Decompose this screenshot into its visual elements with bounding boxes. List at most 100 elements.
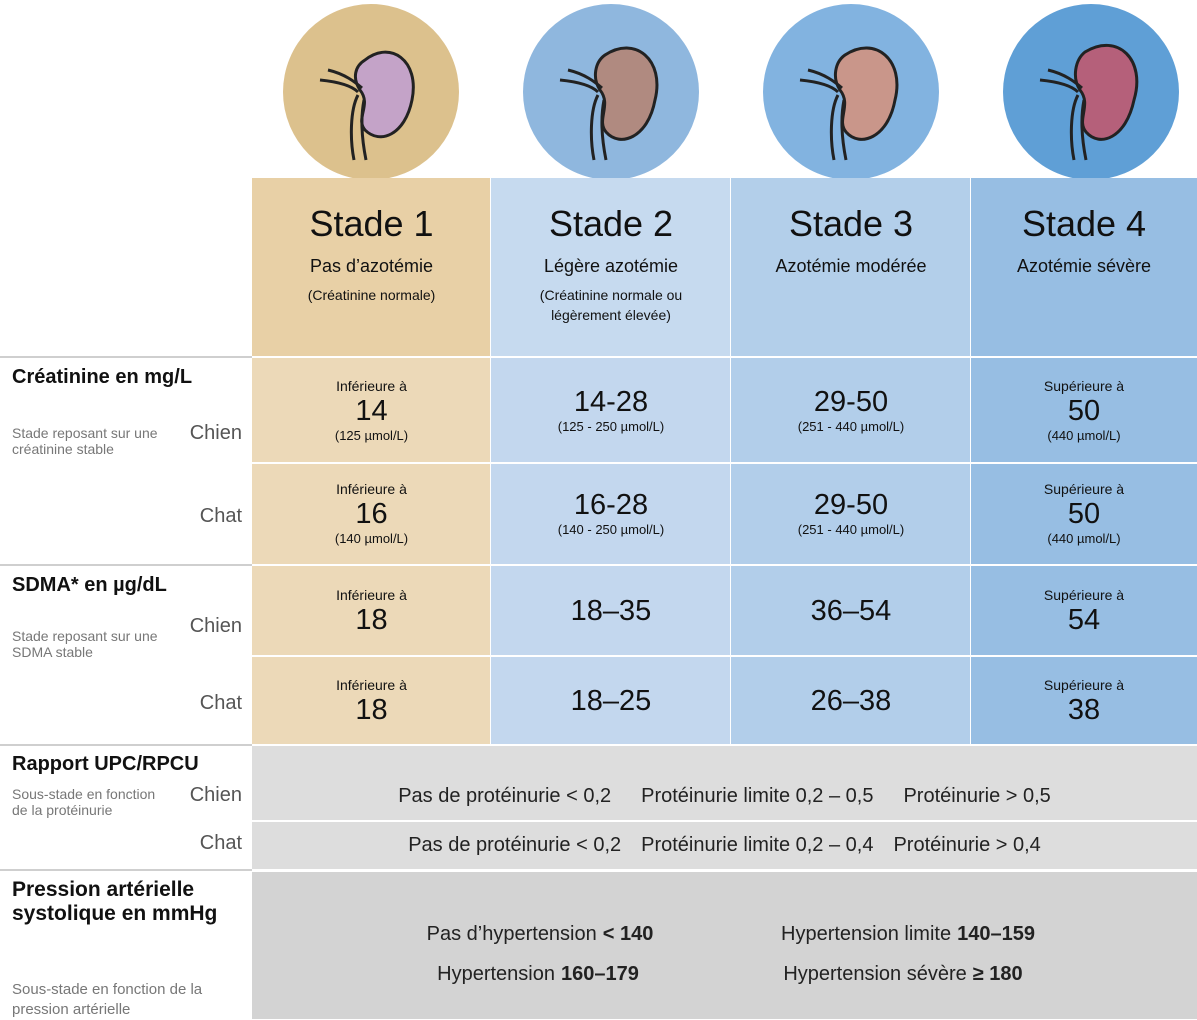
stage-header: Stade 3 Azotémie modérée: [731, 178, 971, 357]
row-description: Stade reposant sur une créatinine stable: [12, 425, 162, 457]
separator: [252, 564, 1197, 566]
separator: [252, 744, 1197, 746]
stage-3-icon: [763, 4, 939, 180]
cell-unit: (125 - 250 µmol/L): [558, 418, 664, 436]
cell-unit: (251 - 440 µmol/L): [798, 521, 904, 539]
column-divider: [730, 178, 731, 745]
stage-note: (Créatinine normale ou légèrement élevée…: [491, 285, 731, 325]
separator: [0, 564, 252, 566]
cell-prefix: Supérieure à: [1044, 676, 1124, 694]
stage-header: Stade 4 Azotémie sévère: [971, 178, 1197, 357]
cell-value: 50: [1068, 395, 1100, 427]
pressure-value: < 140: [603, 923, 654, 945]
cell-value: 14-28: [574, 386, 648, 418]
species: Chien: [150, 784, 242, 807]
pressure-label: Hypertension sévère: [783, 963, 966, 985]
cell-value: 54: [1068, 604, 1100, 636]
cell: 18–35: [491, 566, 731, 655]
cell-prefix: Inférieure à: [336, 676, 407, 694]
row-divider: [252, 655, 1197, 657]
stage-subtitle: Azotémie sévère: [1017, 256, 1151, 277]
pressure-item: Hypertension 160–179: [338, 963, 738, 986]
cell-value: 14: [355, 395, 387, 427]
cell: 16-28(140 - 250 µmol/L): [491, 463, 731, 565]
cell-prefix: Inférieure à: [336, 377, 407, 395]
cell-prefix: Supérieure à: [1044, 480, 1124, 498]
cell-unit: (140 µmol/L): [335, 530, 408, 548]
cell-unit: (440 µmol/L): [1047, 427, 1120, 445]
separator: [252, 356, 1197, 358]
row-description: Sous-stade en fonction de la pression ar…: [12, 980, 252, 1020]
row-divider: [252, 462, 1197, 464]
cell-unit: (251 - 440 µmol/L): [798, 418, 904, 436]
cell-value: 29-50: [814, 489, 888, 521]
cell: 26–38: [731, 656, 971, 745]
cell: Inférieure à18: [252, 566, 491, 655]
cell-value: 18: [355, 694, 387, 726]
cell-value: 18: [355, 604, 387, 636]
separator: [0, 744, 252, 746]
stage-title: Stade 4: [1022, 202, 1146, 246]
stage-title: Stade 1: [309, 202, 433, 246]
cell-value: 18–25: [571, 685, 652, 717]
column-divider: [970, 178, 971, 745]
cell-value: 38: [1068, 694, 1100, 726]
cell-value: 16-28: [574, 489, 648, 521]
cell-value: 36–54: [811, 595, 892, 627]
separator: [252, 869, 1197, 871]
separator: [0, 869, 252, 871]
stage-title: Stade 3: [789, 202, 913, 246]
pressure-label: Pas d’hypertension: [427, 923, 597, 945]
column-divider: [490, 178, 491, 745]
stage-note: (Créatinine normale): [288, 285, 456, 305]
separator: [0, 356, 252, 358]
stage-2-icon: [523, 4, 699, 180]
stage-4-icon: [1003, 4, 1179, 180]
cell: 29-50(251 - 440 µmol/L): [731, 358, 971, 463]
stage-1-icon: [283, 4, 459, 180]
cell: 29-50(251 - 440 µmol/L): [731, 463, 971, 565]
cell-unit: (140 - 250 µmol/L): [558, 521, 664, 539]
pressure-item: Hypertension sévère ≥ 180: [703, 963, 1103, 986]
pressure-label: Hypertension limite: [781, 923, 951, 945]
stage-subtitle: Azotémie modérée: [775, 256, 926, 277]
species: Chat: [150, 832, 242, 855]
cell-value: 26–38: [811, 685, 892, 717]
cell-value: 29-50: [814, 386, 888, 418]
row-divider: [252, 820, 1197, 822]
upc-row: Pas de protéinurie < 0,2 Protéinurie limi…: [252, 746, 1197, 821]
root: Stade 1Pas d’azotémie(Créatinine normale…: [0, 0, 1197, 1019]
upc-item: Pas de protéinurie < 0,2: [398, 785, 611, 808]
row-label: SDMA* en µg/dL: [12, 573, 247, 597]
upc-item: Protéinurie limite 0,2 – 0,5: [641, 785, 873, 808]
upc-row: Pas de protéinurie < 0,2 Protéinurie limi…: [252, 821, 1197, 870]
stage-title: Stade 2: [549, 202, 673, 246]
cell-value: 50: [1068, 498, 1100, 530]
cell-prefix: Inférieure à: [336, 480, 407, 498]
pressure-value: 160–179: [561, 963, 639, 985]
upc-item: Protéinurie limite 0,2 – 0,4: [641, 834, 873, 857]
species: Chat: [150, 505, 242, 528]
cell-prefix: Inférieure à: [336, 586, 407, 604]
row-label: Pression artérielle systolique en mmHg: [12, 878, 222, 926]
row-description: Sous-stade en fonction de la protéinurie: [12, 786, 162, 818]
kidney-icons: [0, 0, 1197, 180]
cell-prefix: Supérieure à: [1044, 586, 1124, 604]
upc-item: Protéinurie > 0,5: [903, 785, 1050, 808]
cell: 14-28(125 - 250 µmol/L): [491, 358, 731, 463]
upc-item: Pas de protéinurie < 0,2: [408, 834, 621, 857]
cell: 18–25: [491, 656, 731, 745]
row-label: Rapport UPC/RPCU: [12, 752, 247, 776]
pressure-value: ≥ 180: [973, 963, 1023, 985]
pressure-label: Hypertension: [437, 963, 555, 985]
species: Chien: [150, 422, 242, 445]
species: Chien: [150, 615, 242, 638]
